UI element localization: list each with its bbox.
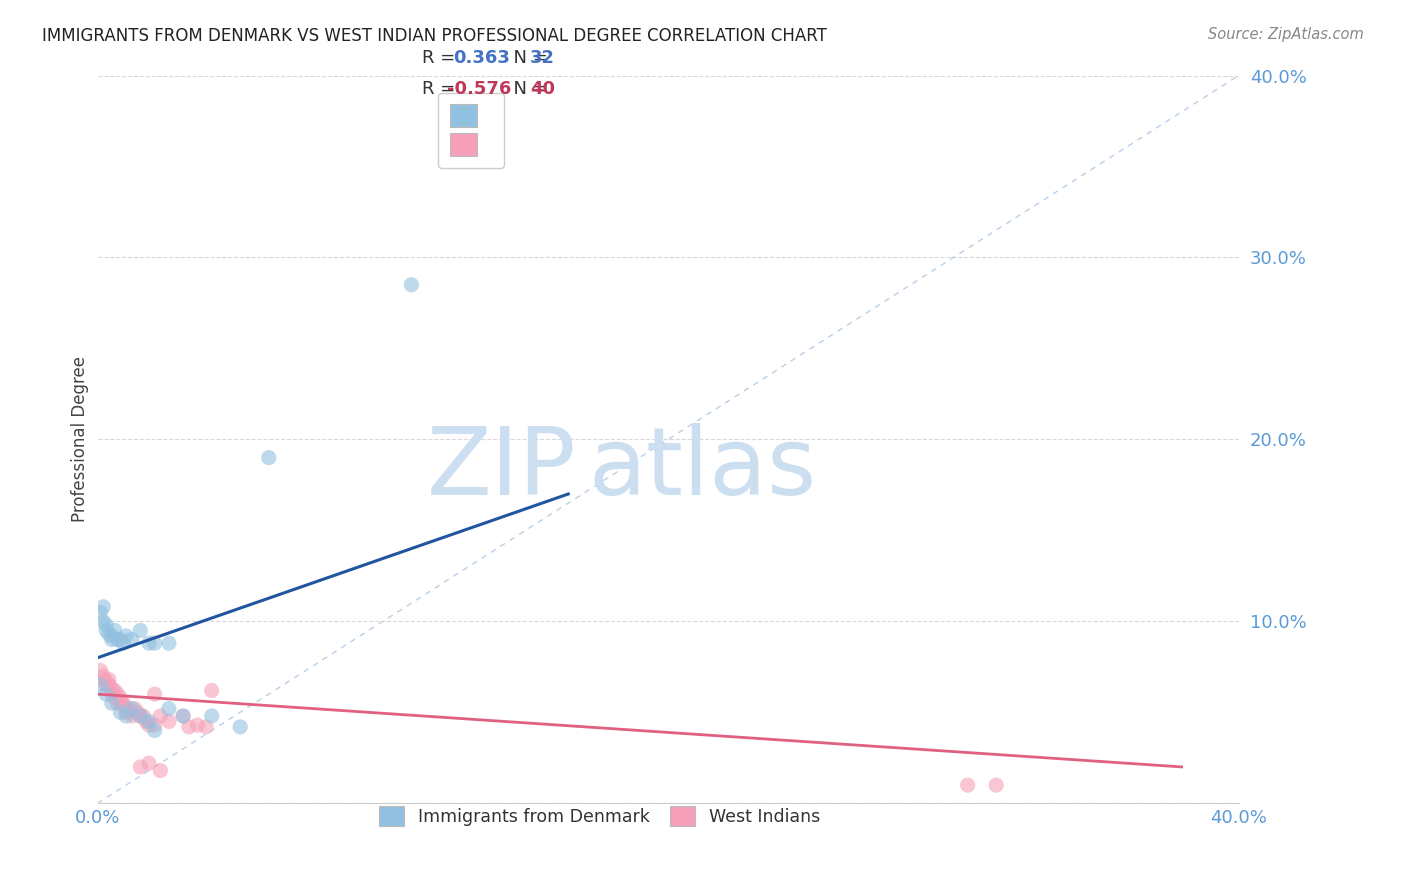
Point: [149, 709, 172, 723]
Point: [143, 636, 166, 650]
Point: [124, 701, 146, 715]
Point: [101, 687, 124, 701]
Text: ZIP: ZIP: [427, 423, 576, 515]
Point: [194, 720, 217, 734]
Point: [201, 683, 224, 698]
Point: [177, 720, 200, 734]
Point: [115, 706, 138, 720]
Point: [401, 277, 423, 292]
Point: [157, 714, 180, 729]
Point: [129, 709, 152, 723]
Point: [94, 624, 117, 638]
Point: [94, 674, 117, 689]
Text: atlas: atlas: [588, 423, 817, 515]
Point: [149, 764, 172, 778]
Point: [104, 624, 127, 638]
Point: [89, 664, 111, 678]
Point: [118, 706, 141, 720]
Point: [107, 687, 129, 701]
Point: [138, 718, 160, 732]
Point: [110, 696, 132, 710]
Text: 40: 40: [530, 80, 555, 98]
Point: [91, 615, 114, 629]
Y-axis label: Professional Degree: Professional Degree: [72, 357, 89, 523]
Text: 0.363: 0.363: [453, 49, 509, 67]
Point: [107, 696, 129, 710]
Point: [172, 709, 194, 723]
Point: [121, 709, 143, 723]
Point: [229, 720, 252, 734]
Text: IMMIGRANTS FROM DENMARK VS WEST INDIAN PROFESSIONAL DEGREE CORRELATION CHART: IMMIGRANTS FROM DENMARK VS WEST INDIAN P…: [42, 27, 827, 45]
Point: [129, 760, 152, 774]
Point: [104, 690, 127, 705]
Point: [121, 632, 143, 647]
Point: [157, 636, 180, 650]
Point: [115, 709, 138, 723]
Point: [89, 678, 111, 692]
Point: [186, 718, 208, 732]
Point: [132, 709, 155, 723]
Point: [172, 709, 194, 723]
Legend: Immigrants from Denmark, West Indians: Immigrants from Denmark, West Indians: [371, 797, 828, 835]
Point: [157, 701, 180, 715]
Point: [110, 690, 132, 705]
Point: [98, 627, 121, 641]
Point: [101, 629, 124, 643]
Point: [986, 778, 1008, 792]
Point: [98, 678, 121, 692]
Point: [91, 599, 114, 614]
Text: -0.576: -0.576: [447, 80, 512, 98]
Text: N =: N =: [502, 80, 554, 98]
Point: [201, 709, 224, 723]
Point: [112, 696, 135, 710]
Point: [138, 636, 160, 650]
Point: [101, 681, 124, 696]
Point: [121, 701, 143, 715]
Point: [129, 624, 152, 638]
Text: 32: 32: [530, 49, 555, 67]
Point: [98, 673, 121, 687]
Point: [143, 687, 166, 701]
Point: [129, 709, 152, 723]
Point: [257, 450, 280, 465]
Text: Source: ZipAtlas.com: Source: ZipAtlas.com: [1208, 27, 1364, 42]
Point: [112, 636, 135, 650]
Point: [115, 699, 138, 714]
Point: [143, 718, 166, 732]
Point: [115, 629, 138, 643]
Point: [101, 696, 124, 710]
Point: [956, 778, 979, 792]
Point: [94, 678, 117, 692]
Point: [127, 706, 149, 720]
Text: R =: R =: [422, 49, 461, 67]
Point: [91, 673, 114, 687]
Point: [143, 723, 166, 738]
Point: [104, 683, 127, 698]
Point: [94, 687, 117, 701]
Point: [138, 756, 160, 771]
Text: R =: R =: [422, 80, 461, 98]
Point: [135, 714, 157, 729]
Point: [110, 632, 132, 647]
Point: [138, 714, 160, 729]
Point: [101, 632, 124, 647]
Point: [91, 669, 114, 683]
Point: [94, 618, 117, 632]
Point: [110, 706, 132, 720]
Point: [89, 605, 111, 619]
Point: [107, 632, 129, 647]
Text: N =: N =: [502, 49, 554, 67]
